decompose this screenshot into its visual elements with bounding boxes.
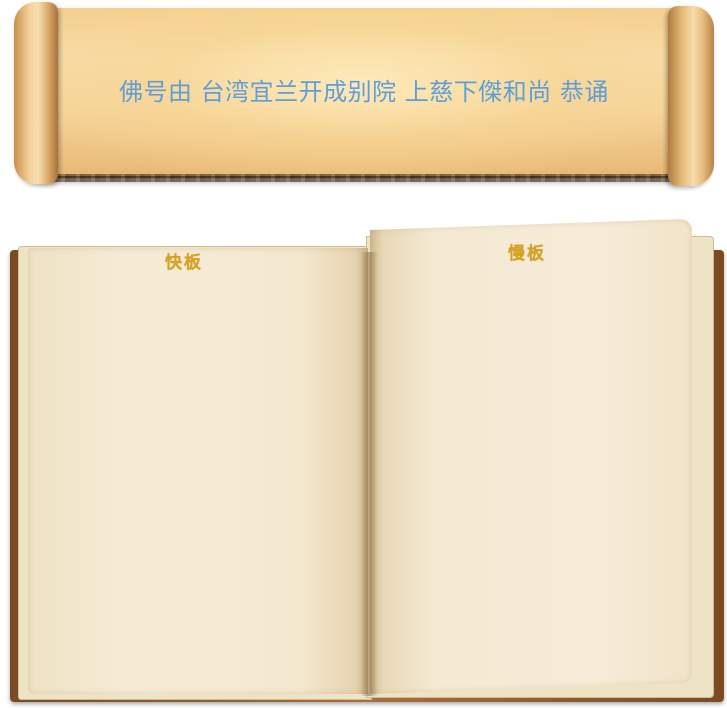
scroll-title: 佛号由 台湾宜兰开成别院 上慈下傑和尚 恭诵 xyxy=(119,78,609,106)
right-page-label: 慢板 xyxy=(508,244,546,264)
scroll-banner: 佛号由 台湾宜兰开成别院 上慈下傑和尚 恭诵 xyxy=(14,2,714,187)
right-page xyxy=(370,218,692,695)
scroll-roll-left xyxy=(14,2,58,184)
book-spine xyxy=(360,252,378,696)
scroll-paper xyxy=(40,8,680,182)
left-page-label: 快板 xyxy=(165,253,203,273)
open-book: 快板 慢板 xyxy=(8,218,724,706)
left-page xyxy=(28,248,368,694)
scroll-roll-right xyxy=(668,6,714,186)
